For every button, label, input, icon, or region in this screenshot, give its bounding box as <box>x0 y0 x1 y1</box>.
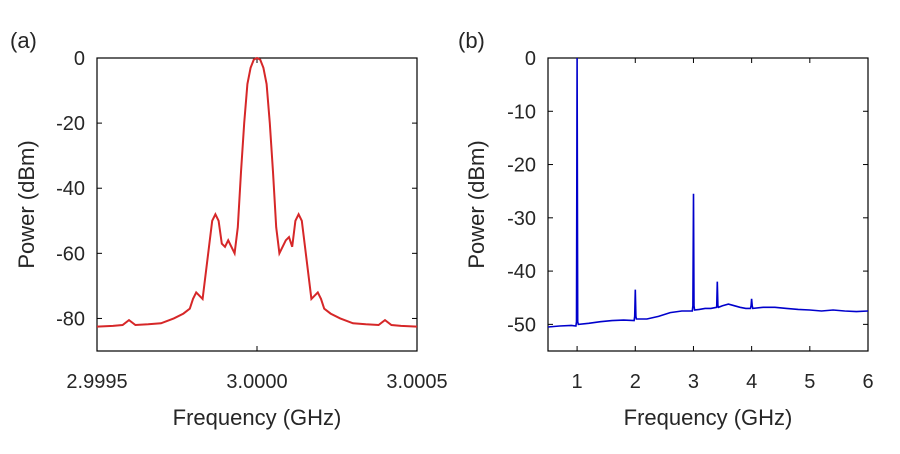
panel-b-ylabel: Power (dBm) <box>464 140 489 268</box>
panel-a: (a) 2.9995 3.0000 3.0005 0 -20 -40 -60 -80 Freq… <box>10 28 448 430</box>
x-tick-label: 5 <box>804 371 815 393</box>
y-tick-label: -60 <box>56 243 85 265</box>
panel-b-axes-box <box>547 57 869 352</box>
panel-b-ticks: 1 2 3 4 5 6 0 -10 -20 -30 -40 -50 <box>507 48 873 393</box>
x-tick-label: 2.9995 <box>66 371 127 393</box>
panel-b: (b) 1 2 3 4 5 6 0 -10 -20 -30 -40 -50 Frequency (GH… <box>458 28 874 430</box>
y-tick-label: -50 <box>507 314 536 336</box>
panel-a-axes-box <box>96 57 418 352</box>
y-tick-label: -30 <box>507 208 536 230</box>
panel-a-ticks: 2.9995 3.0000 3.0005 0 -20 -40 -60 -80 <box>56 48 447 393</box>
y-tick-label: -20 <box>507 155 536 177</box>
x-tick-label: 1 <box>572 371 583 393</box>
y-tick-label: -40 <box>507 261 536 283</box>
y-tick-label: 0 <box>525 48 536 70</box>
y-tick-label: -40 <box>56 178 85 200</box>
x-tick-label: 2 <box>630 371 641 393</box>
panel-a-series-line <box>96 56 418 328</box>
panel-a-xlabel: Frequency (GHz) <box>173 405 342 430</box>
panel-b-series-line <box>547 57 869 328</box>
x-tick-label: 3.0005 <box>386 371 447 393</box>
y-tick-label: -10 <box>507 101 536 123</box>
x-tick-label: 4 <box>746 371 757 393</box>
panel-b-xlabel: Frequency (GHz) <box>624 405 793 430</box>
y-tick-label: -20 <box>56 113 85 135</box>
x-tick-label: 6 <box>862 371 873 393</box>
y-tick-label: -80 <box>56 308 85 330</box>
x-tick-label: 3 <box>688 371 699 393</box>
x-tick-label: 3.0000 <box>226 371 287 393</box>
panel-a-label: (a) <box>10 28 37 53</box>
panel-b-label: (b) <box>458 28 485 53</box>
panel-a-ylabel: Power (dBm) <box>14 140 39 268</box>
y-tick-label: 0 <box>74 48 85 70</box>
